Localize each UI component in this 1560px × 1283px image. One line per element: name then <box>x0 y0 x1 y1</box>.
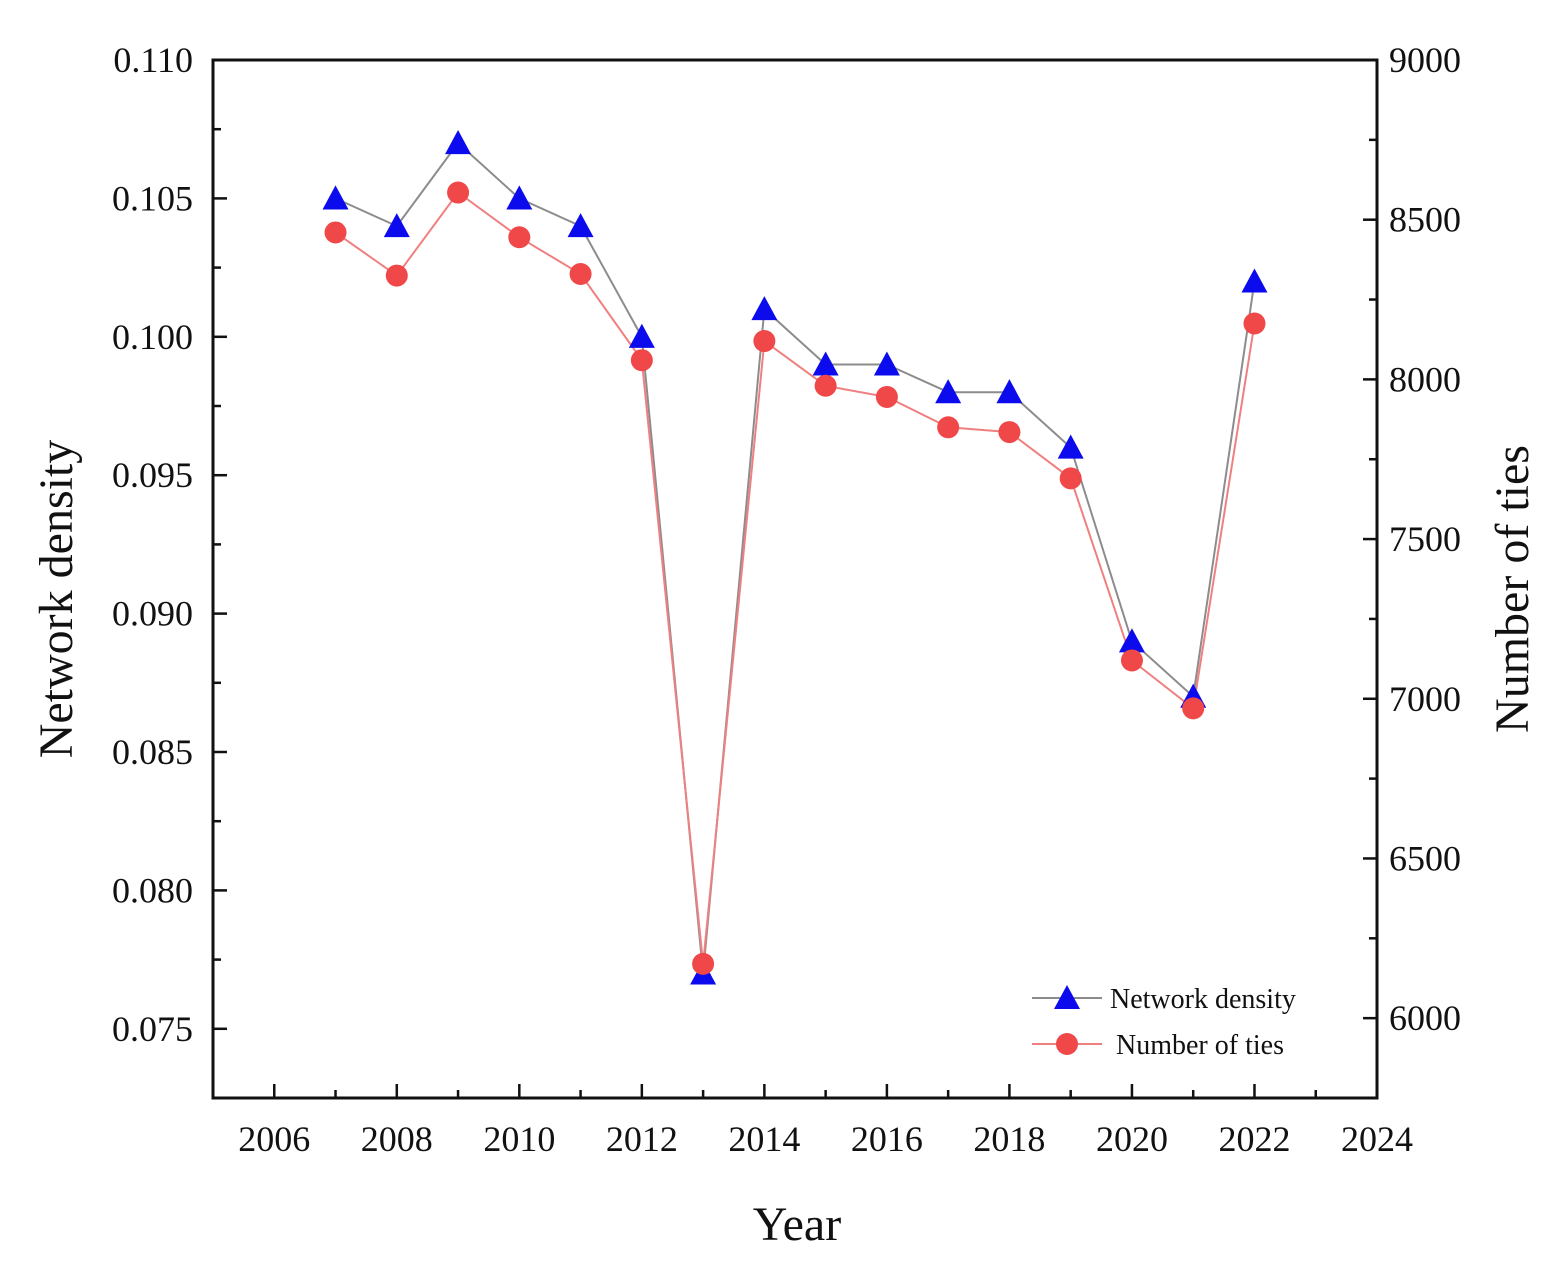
number-of-ties-point <box>508 226 531 249</box>
y-left-tick-label: 0.100 <box>112 317 193 357</box>
plot-frame <box>211 58 1379 1100</box>
y-right-tick-label: 8000 <box>1389 359 1461 399</box>
number-of-ties-point <box>630 349 653 372</box>
number-of-ties-point <box>1182 697 1205 720</box>
number-of-ties-point <box>569 262 592 285</box>
series-line-number-of-ties <box>334 191 1256 965</box>
number-of-ties-point <box>1120 649 1143 672</box>
number-of-ties-point <box>998 421 1021 444</box>
x-tick-label: 2020 <box>1096 1119 1168 1159</box>
legend-label: Number of ties <box>1116 1030 1284 1061</box>
network-density-point <box>628 323 655 348</box>
number-of-ties-point <box>814 374 837 397</box>
y-left-tick-label: 0.105 <box>112 178 193 218</box>
number-of-ties-point <box>385 264 408 287</box>
number-of-ties-point <box>753 330 776 353</box>
y-left-tick-label: 0.110 <box>113 40 193 80</box>
network-density-point <box>935 379 962 404</box>
network-density-point <box>322 185 349 210</box>
network-density-point <box>1057 434 1084 459</box>
y-right-tick-label: 7000 <box>1389 679 1461 719</box>
x-tick-label: 2014 <box>728 1119 800 1159</box>
y-right-axis-title: Number of ties <box>1486 445 1539 733</box>
number-of-ties-point <box>1059 467 1082 490</box>
number-of-ties-point <box>692 952 715 975</box>
x-tick-label: 2008 <box>361 1119 433 1159</box>
x-tick-label: 2016 <box>851 1119 923 1159</box>
network-density-point <box>751 296 778 321</box>
y-left-tick-label: 0.080 <box>112 870 193 910</box>
network-density-point <box>812 351 839 376</box>
x-tick-label: 2022 <box>1218 1119 1290 1159</box>
y-right-tick-label: 9000 <box>1389 40 1461 80</box>
x-tick-label: 2018 <box>973 1119 1045 1159</box>
number-of-ties-point <box>937 416 960 439</box>
number-of-ties-point <box>324 221 347 244</box>
x-tick-label: 2024 <box>1341 1119 1413 1159</box>
y-left-tick-label: 0.090 <box>112 594 193 634</box>
axis-titles: Year Network density Number of ties <box>30 440 1539 1251</box>
legend-label: Network density <box>1110 984 1296 1015</box>
legend-marker <box>1054 985 1080 1010</box>
x-tick-label: 2012 <box>606 1119 678 1159</box>
network-density-point <box>873 351 900 376</box>
legend: Network density Number of ties <box>1032 984 1296 1061</box>
y-right-tick-label: 6500 <box>1389 838 1461 878</box>
axes-layer: 2006 2008 2010 2012 2014 2016 2018 2020 2022 2024… <box>112 40 1461 1159</box>
network-density-point <box>1241 268 1268 293</box>
number-of-ties-point <box>447 181 470 204</box>
y-right-tick-label: 6000 <box>1389 998 1461 1038</box>
y-left-tick-label: 0.075 <box>112 1009 193 1049</box>
y-left-axis-title: Network density <box>30 440 83 759</box>
y-left-tick-label: 0.095 <box>112 455 193 495</box>
series-layer <box>322 130 1268 985</box>
legend-marker <box>1056 1033 1078 1055</box>
x-axis-title: Year <box>753 1198 841 1251</box>
series-line-network-density <box>335 141 1256 974</box>
y-right-tick-label: 7500 <box>1389 519 1461 559</box>
number-of-ties-point <box>1243 312 1266 335</box>
y-left-tick-label: 0.085 <box>112 732 193 772</box>
x-tick-label: 2010 <box>483 1119 555 1159</box>
network-density-point <box>506 185 533 210</box>
network-density-point <box>445 130 472 155</box>
network-density-point <box>996 379 1023 404</box>
network-density-point <box>383 213 410 238</box>
x-tick-label: 2006 <box>238 1119 310 1159</box>
network-density-point <box>1118 628 1145 653</box>
network-density-point <box>567 213 594 238</box>
y-right-tick-label: 8500 <box>1389 200 1461 240</box>
number-of-ties-point <box>875 385 898 408</box>
